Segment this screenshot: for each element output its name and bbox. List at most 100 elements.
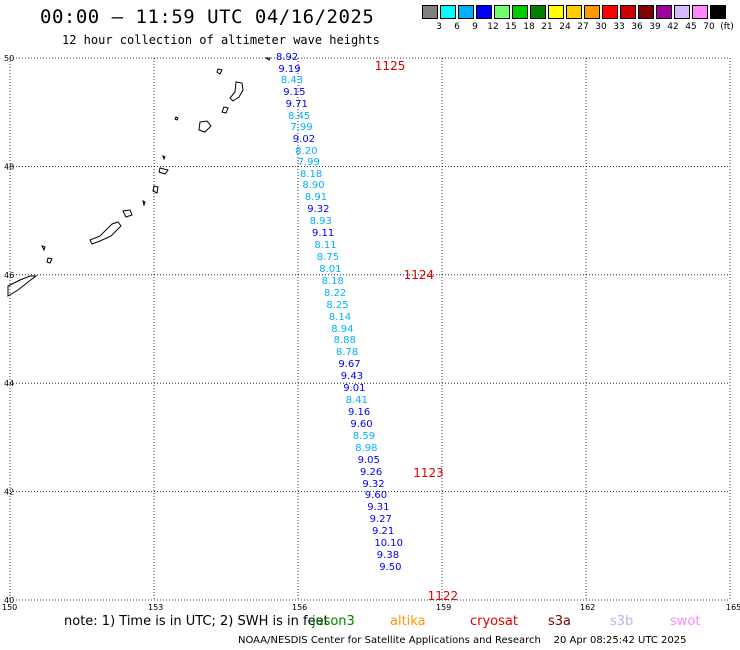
wave-height-value: 8.14 (328, 311, 352, 323)
wave-height-value: 8.90 (302, 180, 325, 192)
wave-height-value: 8.01 (319, 263, 342, 275)
wave-height-value: 8.59 (352, 430, 376, 442)
map-title: 00:00 — 11:59 UTC 04/16/2025 (40, 6, 375, 28)
island-shape (229, 81, 244, 102)
wave-height-value: 8.92 (276, 52, 299, 63)
credit-text: NOAA/NESDIS Center for Satellite Applica… (238, 635, 541, 646)
wave-height-value: 8.91 (304, 192, 328, 204)
satellite-name: s3b (610, 614, 634, 629)
wave-height-value: 9.27 (369, 514, 392, 526)
legend-swatch (494, 5, 510, 19)
wave-height-value: 9.01 (343, 383, 366, 395)
footer-note: note: 1) Time is in UTC; 2) SWH is in fe… (64, 614, 329, 629)
legend-label: 33 (613, 22, 625, 32)
wave-height-value: 8.22 (324, 287, 347, 299)
wave-height-value: 8.20 (295, 145, 318, 157)
wave-height-value: 9.15 (283, 87, 306, 99)
wave-height-value: 8.78 (336, 347, 359, 359)
island-shape (142, 200, 146, 207)
legend-label: 45 (685, 22, 697, 32)
island-shape (162, 155, 166, 161)
wave-height-value: 10.10 (374, 538, 404, 550)
y-tick-label: 42 (4, 488, 14, 497)
island-shape (46, 257, 53, 264)
wave-height-value: 9.02 (292, 133, 316, 145)
island-shape (89, 221, 122, 245)
legend-label: 3 (436, 22, 442, 32)
wave-height-value: 7.99 (297, 157, 320, 169)
legend-swatch (692, 5, 708, 19)
legend-label: 9 (472, 22, 478, 32)
island-shape (158, 167, 169, 175)
x-tick-label: 159 (436, 603, 451, 612)
legend-swatch (710, 5, 726, 19)
x-tick-label: 165 (726, 603, 740, 612)
legend-label: 27 (577, 22, 589, 32)
legend-swatch (602, 5, 618, 19)
y-tick-label: 46 (4, 271, 14, 280)
legend-label: 21 (541, 22, 553, 32)
satellite-name: cryosat (470, 614, 518, 629)
legend-swatch (530, 5, 546, 19)
island-shape (198, 120, 212, 133)
y-tick-label: 48 (4, 162, 14, 171)
wave-height-value: 9.43 (340, 371, 364, 383)
map-grid (9, 57, 731, 601)
wave-height-value: 9.71 (285, 98, 308, 110)
legend-swatch (674, 5, 690, 19)
y-tick-label: 40 (4, 596, 14, 605)
island-shape (264, 57, 271, 61)
map-subtitle: 12 hour collection of altimeter wave hei… (62, 33, 380, 47)
wave-height-value: 8.41 (345, 395, 368, 407)
wave-height-value: 9.31 (367, 502, 390, 514)
legend-label: 18 (523, 22, 535, 32)
legend-label: 42 (667, 22, 679, 32)
island-shape (41, 245, 46, 252)
island-shape (7, 275, 38, 297)
satellite-name: jason3 (312, 614, 355, 629)
wave-height-value: 9.21 (372, 526, 395, 538)
wave-height-value: 9.38 (376, 550, 400, 562)
legend-label: 15 (505, 22, 517, 32)
legend-label: 30 (595, 22, 607, 32)
legend-label: 24 (559, 22, 571, 32)
legend-label: 36 (631, 22, 643, 32)
wave-height-value: 9.11 (312, 228, 335, 240)
island-shape (221, 106, 229, 114)
pass-label: 1123 (413, 465, 444, 480)
legend-label: 12 (487, 22, 499, 32)
legend-label: 6 (454, 22, 460, 32)
wave-height-value: 7.99 (290, 121, 313, 133)
satellite-name: altika (390, 614, 426, 629)
island-shape (152, 185, 159, 194)
legend-swatch (638, 5, 654, 19)
wave-height-value: 8.93 (309, 216, 332, 228)
wave-height-value: 8.25 (326, 299, 349, 311)
pass-label: 1124 (403, 267, 435, 282)
x-tick-label: 150 (2, 603, 17, 612)
wave-height-value: 8.18 (300, 169, 323, 181)
x-tick-label: 162 (580, 603, 595, 612)
y-tick-label: 44 (4, 379, 14, 388)
wave-height-value: 9.26 (360, 466, 383, 478)
island-shape (216, 68, 223, 75)
wave-height-value: 9.05 (357, 454, 380, 466)
legend-unit: (ft) (720, 22, 734, 32)
wave-height-value: 9.16 (348, 407, 371, 418)
legend-swatch (422, 5, 438, 19)
legend-swatch (656, 5, 672, 19)
wave-height-value: 9.32 (362, 478, 385, 490)
wave-height-value: 8.43 (280, 75, 304, 87)
legend-swatch (476, 5, 492, 19)
wave-height-value: 8.18 (321, 275, 344, 287)
legend-swatch (620, 5, 636, 19)
legend-label: 70 (703, 22, 715, 32)
legend-swatch (584, 5, 600, 19)
wave-height-value: 9.50 (379, 562, 402, 574)
legend-swatch (548, 5, 564, 19)
coastline (7, 57, 271, 297)
wave-height-value: 9.19 (278, 63, 301, 75)
legend-swatch (458, 5, 474, 19)
wave-height-value: 9.32 (307, 204, 330, 216)
